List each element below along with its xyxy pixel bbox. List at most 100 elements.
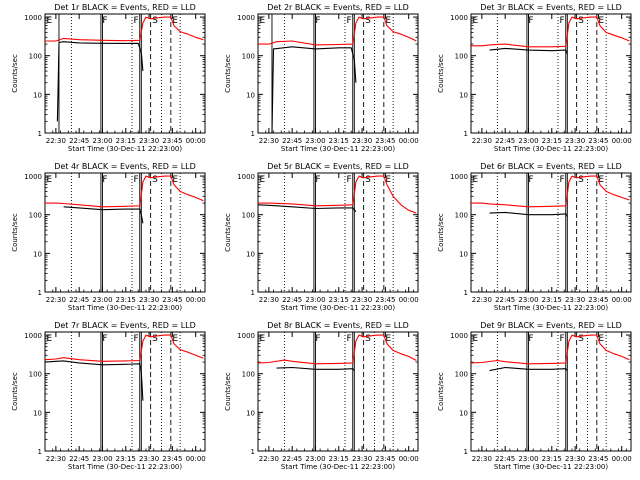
x-tick-label: 23:15 (542, 137, 562, 145)
x-axis-label: Start Time (30-Dec-11 22:23:00) (68, 304, 182, 312)
y-tick-label: 100 (29, 371, 42, 379)
y-tick-label: 1 (464, 448, 468, 456)
x-tick-label: 22:30 (46, 455, 66, 463)
x-tick-label: 22:30 (472, 455, 492, 463)
x-tick-label: 22:45 (69, 455, 89, 463)
event-marker-label: S (578, 16, 584, 26)
x-tick-label: 23:00 (305, 455, 325, 463)
y-axis-label: Counts/sec (437, 213, 445, 252)
x-axis-label: Start Time (30-Dec-11 22:23:00) (494, 145, 608, 153)
y-tick-label: 1000 (237, 173, 255, 181)
x-tick-label: 22:45 (282, 296, 302, 304)
x-tick-label: 23:45 (375, 296, 395, 304)
event-marker-label: E (47, 16, 53, 26)
event-marker-label: F (528, 175, 533, 185)
y-tick-label: 100 (29, 53, 42, 61)
event-marker-label: E (473, 175, 479, 185)
y-tick-label: 10 (459, 250, 468, 258)
plot-frame (44, 172, 206, 293)
y-tick-label: 10 (33, 91, 42, 99)
x-tick-label: 23:45 (162, 296, 182, 304)
events-series-line (489, 366, 568, 372)
y-tick-label: 1000 (24, 332, 42, 340)
x-tick-label: 23:30 (565, 455, 585, 463)
event-marker-label: E (385, 175, 391, 185)
x-tick-label: 00:00 (399, 455, 419, 463)
x-tick-label: 00:00 (186, 455, 206, 463)
panel-title: Det 1r BLACK = Events, RED = LLD (54, 3, 196, 12)
event-marker-label: F (559, 334, 564, 344)
x-tick-label: 22:45 (69, 296, 89, 304)
x-tick-label: 00:00 (612, 137, 632, 145)
y-tick-label: 100 (455, 53, 468, 61)
x-tick-label: 23:15 (329, 137, 349, 145)
y-axis-label: Counts/sec (11, 372, 19, 411)
event-marker-label: F (133, 334, 138, 344)
event-marker-label: E (47, 175, 53, 185)
y-axis-label: Counts/sec (11, 54, 19, 93)
x-tick-label: 23:15 (329, 455, 349, 463)
x-tick-label: 00:00 (186, 296, 206, 304)
x-tick-label: 22:45 (69, 137, 89, 145)
lld-series-line (257, 334, 417, 365)
event-marker-label: F (102, 334, 107, 344)
events-series-line (63, 206, 144, 224)
event-marker-label: E (172, 16, 178, 26)
y-tick-label: 1000 (237, 14, 255, 22)
x-tick-label: 23:30 (352, 296, 372, 304)
event-marker-label: E (260, 334, 266, 344)
x-tick-label: 23:30 (139, 296, 159, 304)
y-axis-label: Counts/sec (437, 372, 445, 411)
lld-series-line (45, 175, 204, 208)
x-axis-label: Start Time (30-Dec-11 22:23:00) (494, 304, 608, 312)
x-tick-label: 23:30 (565, 137, 585, 145)
y-axis-label: Counts/sec (224, 54, 232, 93)
x-tick-label: 23:00 (92, 137, 112, 145)
y-tick-label: 10 (246, 409, 255, 417)
event-marker-label: F (528, 16, 533, 26)
detector-panel: Det 4r BLACK = Events, RED = LLD Counts/s… (11, 162, 206, 312)
y-tick-label: 1 (251, 130, 255, 138)
event-marker-label: F (133, 16, 138, 26)
plot-frame (257, 172, 419, 293)
y-tick-label: 1 (464, 130, 468, 138)
x-tick-label: 23:45 (162, 455, 182, 463)
event-marker-label: E (47, 334, 53, 344)
x-tick-label: 23:00 (92, 455, 112, 463)
panel-title: Det 5r BLACK = Events, RED = LLD (267, 162, 409, 171)
x-tick-label: 23:15 (116, 137, 136, 145)
y-tick-label: 10 (246, 91, 255, 99)
y-tick-label: 10 (246, 250, 255, 258)
x-axis-label: Start Time (30-Dec-11 22:23:00) (68, 145, 182, 153)
y-tick-label: 1 (251, 448, 255, 456)
event-marker-label: E (598, 334, 604, 344)
detector-panel: Det 2r BLACK = Events, RED = LLD Counts/s… (224, 3, 419, 153)
x-tick-label: 23:00 (92, 296, 112, 304)
event-marker-label: F (102, 16, 107, 26)
lld-series-line (471, 175, 630, 208)
x-tick-label: 00:00 (186, 137, 206, 145)
panel-title: Det 7r BLACK = Events, RED = LLD (54, 321, 196, 330)
y-tick-label: 1 (38, 289, 42, 297)
y-tick-label: 100 (242, 53, 255, 61)
event-marker-label: E (473, 16, 479, 26)
events-series-line (276, 366, 355, 371)
y-tick-label: 1000 (237, 332, 255, 340)
event-marker-label: S (578, 334, 584, 344)
event-marker-label: F (346, 16, 351, 26)
y-tick-label: 1 (38, 130, 42, 138)
event-marker-label: E (385, 334, 391, 344)
y-tick-label: 100 (455, 212, 468, 220)
plot-frame (470, 331, 632, 452)
panel-title: Det 2r BLACK = Events, RED = LLD (267, 3, 409, 12)
lld-series-line (470, 334, 630, 365)
x-tick-label: 23:45 (588, 296, 608, 304)
plot-frame (470, 172, 632, 293)
x-tick-label: 23:45 (588, 455, 608, 463)
events-series-line (271, 46, 357, 134)
x-tick-label: 22:45 (495, 296, 515, 304)
x-tick-label: 22:30 (259, 455, 279, 463)
x-tick-label: 22:30 (472, 137, 492, 145)
x-tick-label: 22:45 (495, 137, 515, 145)
